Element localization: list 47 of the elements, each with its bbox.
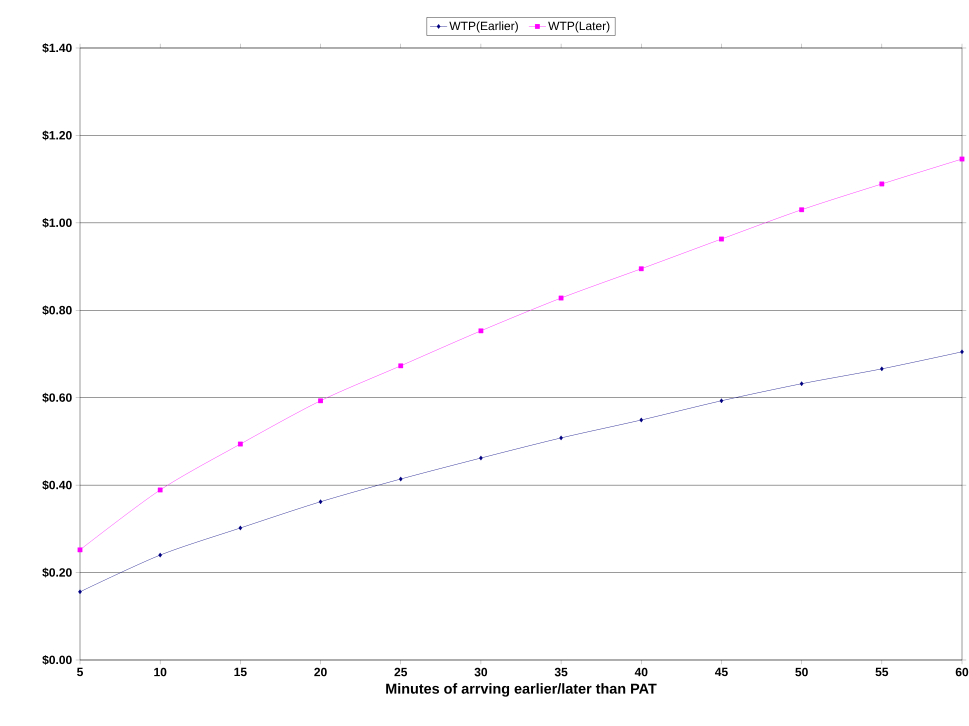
y-tick-label: $0.40 xyxy=(42,480,72,490)
x-tick-label: 35 xyxy=(554,668,568,676)
point xyxy=(318,398,323,404)
x-tick-label: 5 xyxy=(77,668,83,676)
point xyxy=(559,436,563,440)
point xyxy=(720,398,724,404)
x-tick-label: 40 xyxy=(634,668,648,676)
point xyxy=(398,363,404,368)
point xyxy=(479,456,483,460)
x-tick-label: 30 xyxy=(474,668,488,676)
x-tick-label: 45 xyxy=(714,668,728,676)
point xyxy=(880,366,884,372)
x-tick-label: 20 xyxy=(314,668,327,676)
point xyxy=(318,499,322,504)
point xyxy=(158,488,163,492)
point xyxy=(800,381,804,386)
point xyxy=(719,236,724,242)
y-tick-label: $0.20 xyxy=(42,568,72,578)
y-tick-label: $1.20 xyxy=(42,130,72,140)
y-tick-label: $0.00 xyxy=(42,655,72,665)
point xyxy=(638,266,644,272)
point xyxy=(238,526,242,530)
y-tick-label: $0.80 xyxy=(42,305,72,316)
point xyxy=(398,476,403,482)
point xyxy=(78,589,82,594)
y-tick-label: $1.40 xyxy=(42,43,72,53)
legend-label: WTP(Earlier) xyxy=(449,21,518,33)
point xyxy=(238,442,243,446)
point xyxy=(960,156,964,162)
x-tick-label: 25 xyxy=(394,668,408,676)
point xyxy=(879,182,884,186)
legend-label: WTP(Later) xyxy=(548,21,610,33)
point xyxy=(158,552,162,558)
point xyxy=(478,328,484,334)
x-axis-title: Minutes of arrving earlier/later than PAT xyxy=(386,683,657,697)
x-tick-label: 50 xyxy=(795,668,808,676)
point xyxy=(799,207,804,212)
x-tick-label: 10 xyxy=(154,668,166,676)
point xyxy=(960,349,964,354)
x-tick-label: 15 xyxy=(234,668,247,676)
point xyxy=(558,296,564,300)
x-tick-label: 60 xyxy=(956,668,968,676)
y-tick-label: $0.60 xyxy=(42,392,72,403)
point xyxy=(78,547,82,552)
y-tick-label: $1.00 xyxy=(42,218,72,228)
point xyxy=(639,418,644,422)
x-tick-label: 55 xyxy=(876,668,888,676)
